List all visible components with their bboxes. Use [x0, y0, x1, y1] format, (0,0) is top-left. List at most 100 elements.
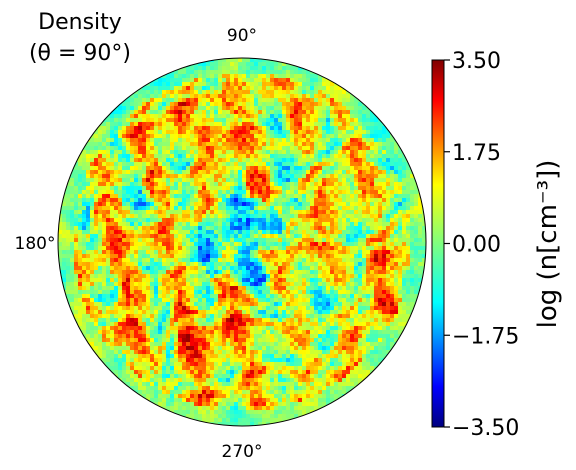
density-cell — [94, 174, 99, 179]
density-cell — [282, 194, 287, 199]
density-cell — [218, 126, 223, 131]
density-cell — [150, 118, 155, 123]
density-cell — [406, 202, 411, 207]
density-cell — [366, 222, 371, 227]
density-cell — [234, 306, 239, 311]
density-cell — [226, 278, 231, 283]
density-cell — [74, 226, 79, 231]
density-cell — [330, 266, 335, 271]
density-cell — [222, 90, 227, 95]
density-cell — [150, 94, 155, 99]
density-cell — [250, 186, 255, 191]
density-cell — [294, 258, 299, 263]
density-cell — [242, 222, 247, 227]
density-cell — [274, 74, 279, 79]
density-cell — [378, 214, 383, 219]
density-cell — [58, 262, 63, 267]
density-cell — [194, 274, 199, 279]
density-cell — [294, 122, 299, 127]
density-cell — [306, 110, 311, 115]
density-cell — [138, 182, 143, 187]
density-cell — [418, 242, 423, 247]
density-cell — [114, 278, 119, 283]
density-cell — [210, 90, 215, 95]
density-cell — [282, 186, 287, 191]
density-cell — [246, 94, 251, 99]
density-cell — [146, 206, 151, 211]
density-cell — [146, 270, 151, 275]
density-cell — [370, 202, 375, 207]
density-cell — [198, 202, 203, 207]
density-cell — [254, 230, 259, 235]
density-cell — [230, 218, 235, 223]
density-cell — [250, 214, 255, 219]
density-cell — [254, 290, 259, 295]
density-cell — [234, 170, 239, 175]
density-cell — [290, 58, 295, 63]
density-cell — [378, 242, 383, 247]
density-cell — [266, 294, 271, 299]
density-cell — [306, 202, 311, 207]
density-cell — [154, 294, 159, 299]
density-cell — [118, 294, 123, 299]
density-cell — [202, 222, 207, 227]
density-cell — [362, 126, 367, 131]
density-cell — [342, 294, 347, 299]
density-cell — [382, 202, 387, 207]
density-cell — [182, 78, 187, 83]
density-cell — [330, 86, 335, 91]
density-cell — [138, 158, 143, 163]
density-cell — [90, 166, 95, 171]
density-cell — [198, 234, 203, 239]
density-cell — [114, 110, 119, 115]
density-cell — [382, 226, 387, 231]
density-cell — [258, 126, 263, 131]
density-cell — [266, 270, 271, 275]
density-cell — [238, 210, 243, 215]
density-cell — [386, 282, 391, 287]
density-cell — [118, 274, 123, 279]
density-cell — [370, 274, 375, 279]
density-cell — [134, 134, 139, 139]
density-cell — [258, 118, 263, 123]
density-cell — [194, 266, 199, 271]
density-cell — [342, 298, 347, 303]
density-cell — [366, 110, 371, 115]
density-cell — [402, 214, 407, 219]
density-cell — [306, 230, 311, 235]
density-cell — [274, 242, 279, 247]
density-cell — [394, 274, 399, 279]
density-cell — [234, 106, 239, 111]
density-cell — [190, 98, 195, 103]
density-cell — [318, 122, 323, 127]
density-cell — [142, 298, 147, 303]
density-cell — [138, 290, 143, 295]
density-cell — [358, 194, 363, 199]
density-cell — [174, 190, 179, 195]
density-cell — [338, 262, 343, 267]
density-cell — [230, 266, 235, 271]
density-cell — [142, 266, 147, 271]
density-cell — [194, 190, 199, 195]
density-cell — [158, 170, 163, 175]
density-cell — [194, 122, 199, 127]
density-cell — [174, 138, 179, 143]
density-cell — [290, 254, 295, 259]
density-cell — [206, 98, 211, 103]
density-cell — [410, 302, 415, 307]
density-cell — [322, 106, 327, 111]
density-cell — [278, 106, 283, 111]
density-cell — [210, 262, 215, 267]
density-cell — [162, 122, 167, 127]
density-cell — [74, 278, 79, 283]
density-cell — [334, 226, 339, 231]
density-cell — [142, 222, 147, 227]
density-cell — [382, 210, 387, 215]
density-cell — [366, 186, 371, 191]
density-cell — [334, 218, 339, 223]
density-cell — [342, 282, 347, 287]
density-cell — [118, 290, 123, 295]
density-cell — [222, 286, 227, 291]
density-cell — [206, 182, 211, 187]
density-cell — [214, 182, 219, 187]
